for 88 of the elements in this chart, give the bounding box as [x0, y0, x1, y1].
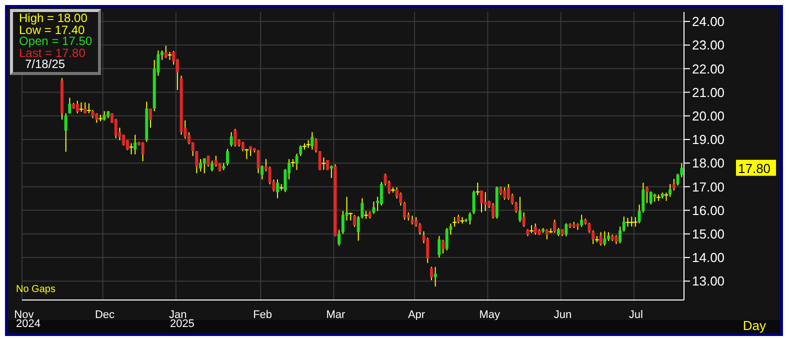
candlestick	[442, 239, 445, 254]
candlestick	[445, 228, 448, 251]
y-tick-label: 22.00	[692, 61, 725, 76]
candlestick	[630, 216, 634, 228]
candlestick	[199, 158, 202, 172]
candlestick	[230, 132, 233, 148]
x-tick-label: May	[479, 309, 501, 321]
annotation: Open = 17.50	[19, 34, 92, 48]
candlestick	[134, 134, 137, 155]
candlestick	[618, 226, 622, 244]
candlestick	[310, 132, 314, 150]
candlestick	[418, 222, 422, 236]
x-axis-title: Day	[742, 318, 766, 333]
candlestick	[438, 236, 441, 258]
y-tick-label: 18.00	[692, 156, 725, 171]
candlestick	[202, 158, 206, 174]
x-tick-label: Apr	[408, 309, 426, 321]
candlestick	[353, 214, 356, 228]
x-tick-label: Dec	[94, 309, 116, 321]
candlestick	[86, 102, 91, 114]
candlestick	[210, 160, 214, 172]
candlestick	[534, 223, 537, 236]
y-tick-label: 20.00	[692, 108, 725, 124]
candlestick	[522, 212, 526, 228]
candlestick	[484, 192, 487, 212]
text: 2025	[170, 318, 194, 330]
y-tick-label: 15.00	[692, 226, 725, 242]
candlestick	[76, 100, 79, 114]
x-tick-label: Jun	[554, 309, 572, 321]
candlestick	[64, 112, 68, 152]
candlestick	[672, 178, 676, 191]
candlestick	[434, 266, 437, 288]
annotation: 7/18/25	[25, 57, 66, 71]
candlestick	[306, 140, 310, 148]
candlestick	[599, 232, 602, 246]
candlestick	[141, 142, 144, 162]
x-tick-label: Jul	[628, 309, 643, 321]
candlestick	[530, 224, 534, 234]
candlestick	[322, 156, 326, 170]
candlestick	[452, 216, 457, 228]
candlestick	[506, 184, 510, 200]
x-tick-label: Feb	[253, 309, 272, 321]
annotation: High = 18.00	[19, 11, 88, 25]
candlestick	[649, 190, 652, 205]
y-tick-label: 17.00	[692, 179, 725, 194]
candlestick	[668, 184, 672, 198]
candlestick	[364, 210, 368, 220]
candlestick	[603, 230, 606, 246]
candlestick	[430, 266, 433, 281]
candlestick	[341, 210, 344, 234]
candlestick	[314, 138, 318, 153]
candlestick	[492, 202, 495, 220]
candlestick	[79, 102, 84, 112]
candlestick	[372, 201, 376, 214]
y-tick-label: 13.00	[692, 274, 725, 289]
y-tick-label: 16.00	[692, 202, 725, 218]
candlestick	[226, 148, 229, 166]
x-tick-label: Mar	[326, 309, 346, 321]
candlestick	[518, 196, 522, 223]
candlestick	[214, 155, 218, 168]
candlestick	[622, 216, 626, 232]
y-tick-label: 23.00	[692, 38, 725, 53]
candlestick	[468, 212, 472, 225]
candlestick	[102, 110, 106, 122]
y-tick-label: 24.00	[692, 14, 725, 30]
candlestick	[553, 219, 556, 234]
annotation: No Gaps	[16, 284, 56, 295]
y-tick-label: 21.00	[692, 84, 725, 100]
y-tick-label: 19.00	[692, 132, 725, 148]
candlestick	[234, 128, 237, 148]
y-tick-label: 14.00	[692, 250, 725, 266]
candlestick	[564, 222, 568, 237]
candlestick	[580, 214, 584, 228]
candlestick	[318, 150, 322, 171]
text: 17.80	[738, 160, 771, 176]
annotation: Last = 17.80	[19, 46, 86, 60]
candlestick	[330, 164, 333, 178]
candlestick	[380, 181, 383, 206]
candlestick	[195, 150, 198, 174]
candlestick	[348, 212, 353, 221]
candlestick	[403, 202, 406, 220]
candlestick	[276, 178, 280, 199]
candlestick	[503, 186, 506, 200]
text: 2024	[16, 318, 40, 330]
candlestick	[68, 97, 72, 114]
candlestick	[149, 108, 152, 128]
candlestick	[646, 186, 649, 204]
candlestick	[129, 142, 134, 155]
